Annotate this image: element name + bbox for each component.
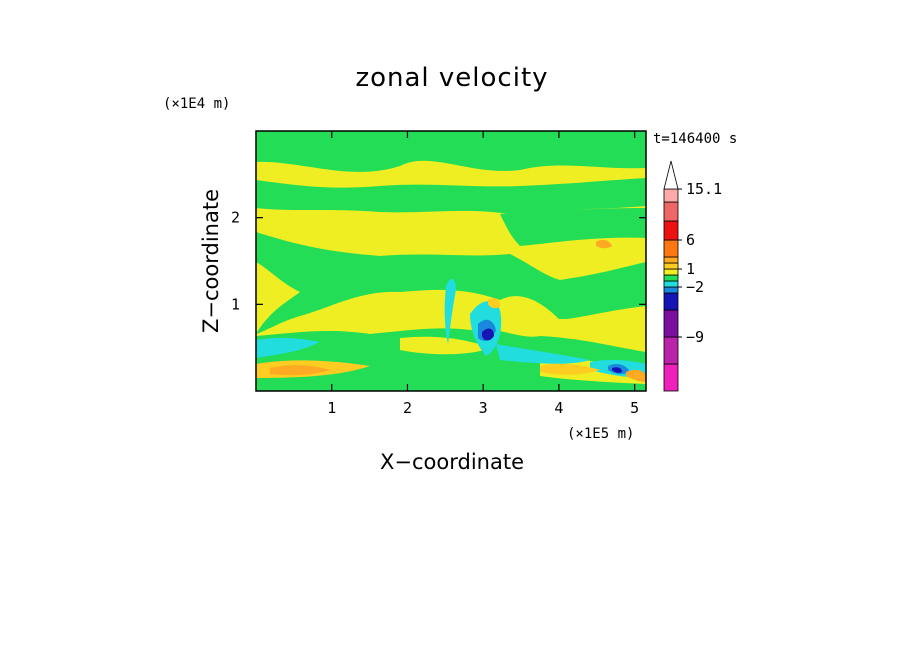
contour-band bbox=[520, 319, 646, 338]
colorbar: 15.1 6 1−2 −9 bbox=[663, 160, 722, 392]
x-tick-label: 5 bbox=[630, 399, 639, 417]
colorbar-label: −2 bbox=[686, 278, 704, 296]
colorbar-segment bbox=[663, 220, 679, 241]
contour-field bbox=[256, 131, 646, 391]
colorbar-arrow bbox=[663, 160, 679, 190]
y-tick-label: 2 bbox=[231, 209, 240, 227]
colorbar-label: 6 bbox=[686, 231, 695, 249]
colorbar-segment bbox=[663, 201, 679, 222]
colorbar-segment bbox=[663, 262, 679, 270]
chart-title: zonal velocity bbox=[355, 63, 548, 93]
contour-band bbox=[482, 328, 494, 341]
colorbar-segment bbox=[663, 239, 679, 258]
y-scale-label: (×1E4 m) bbox=[163, 96, 230, 112]
contour-band bbox=[256, 178, 646, 216]
contour-band bbox=[500, 208, 646, 246]
colorbar-segment bbox=[663, 280, 679, 288]
x-tick-label: 1 bbox=[327, 399, 336, 417]
x-tick-label: 3 bbox=[479, 399, 488, 417]
colorbar-segment bbox=[663, 363, 679, 392]
x-axis: 1 2 3 4 5 bbox=[327, 131, 639, 417]
contour-band bbox=[444, 278, 456, 344]
colorbar-segment bbox=[663, 268, 679, 276]
colorbar-segment bbox=[663, 292, 679, 311]
contour-band bbox=[540, 363, 600, 375]
y-axis: 12 bbox=[231, 209, 646, 313]
x-tick-label: 2 bbox=[403, 399, 412, 417]
colorbar-segment bbox=[663, 336, 679, 365]
contour-band bbox=[626, 369, 646, 382]
contour-band bbox=[612, 367, 622, 373]
colorbar-label: 1 bbox=[686, 260, 695, 278]
colorbar-segment bbox=[663, 286, 679, 294]
contour-band bbox=[256, 337, 320, 358]
contour-band bbox=[270, 365, 330, 376]
contour-band bbox=[496, 344, 590, 364]
time-label: t=146400 s bbox=[653, 131, 737, 147]
contour-band bbox=[596, 239, 612, 249]
y-axis-label: Z−coordinate bbox=[199, 189, 223, 333]
contour-band bbox=[256, 131, 646, 172]
colorbar-segment bbox=[663, 274, 679, 282]
colorbar-label: −9 bbox=[686, 328, 704, 346]
x-axis-label: X−coordinate bbox=[380, 450, 524, 474]
colorbar-label: 15.1 bbox=[686, 180, 722, 198]
colorbar-segment bbox=[663, 256, 679, 264]
plot-frame bbox=[255, 130, 647, 392]
contour-band bbox=[488, 298, 500, 309]
colorbar-segment bbox=[663, 188, 679, 203]
x-scale-label: (×1E5 m) bbox=[567, 426, 634, 442]
x-tick-label: 4 bbox=[554, 399, 563, 417]
contour-band bbox=[400, 336, 490, 355]
colorbar-segment bbox=[663, 309, 679, 338]
y-tick-label: 1 bbox=[231, 295, 240, 313]
